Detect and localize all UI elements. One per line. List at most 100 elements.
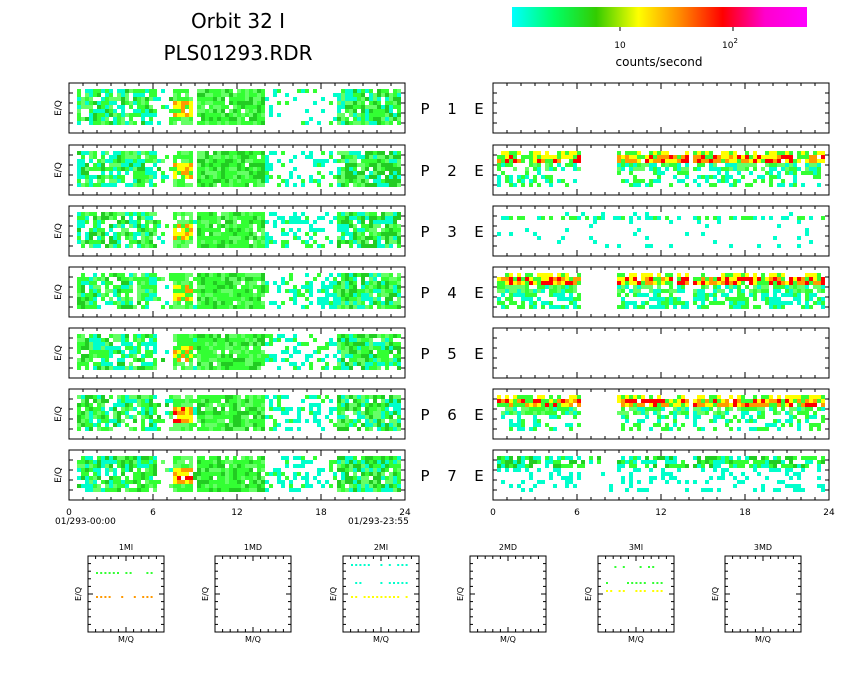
heatmap-cell [717, 179, 721, 183]
heatmap-cell [361, 399, 365, 403]
heatmap-cell [285, 358, 289, 362]
heatmap-cell [349, 220, 353, 224]
heatmap-cell [185, 346, 189, 350]
heatmap-cell [233, 399, 237, 403]
heatmap-cell [673, 297, 677, 301]
heatmap-cell [185, 155, 189, 159]
heatmap-cell [397, 101, 401, 105]
heatmap-cell [641, 273, 645, 277]
heatmap-cell [625, 399, 629, 403]
heatmap-cell [729, 155, 733, 159]
heatmap-cell [113, 301, 117, 305]
heatmap-cell [333, 117, 337, 121]
heatmap-cell [561, 179, 565, 183]
heatmap-cell [113, 175, 117, 179]
heatmap-cell [185, 297, 189, 301]
heatmap-cell [369, 244, 373, 248]
heatmap-cell [345, 159, 349, 163]
heatmap-cell [217, 232, 221, 236]
heatmap-cell [237, 113, 241, 117]
heatmap-cell [753, 297, 757, 301]
heatmap-cell [141, 277, 145, 281]
heatmap-cell [173, 411, 177, 415]
heatmap-cell [797, 244, 801, 248]
heatmap-cell [645, 411, 649, 415]
heatmap-cell [85, 399, 89, 403]
heatmap-cell [733, 305, 737, 309]
heatmap-cell [369, 281, 373, 285]
heatmap-cell [129, 403, 133, 407]
heatmap-cell [649, 167, 653, 171]
heatmap-cell [229, 244, 233, 248]
heatmap-cell [141, 183, 145, 187]
heatmap-cell [137, 151, 141, 155]
heatmap-cell [741, 293, 745, 297]
heatmap-cell [241, 163, 245, 167]
heatmap-cell [289, 273, 293, 277]
heatmap-cell [805, 273, 809, 277]
heatmap-cell [565, 281, 569, 285]
heatmap-cell [181, 244, 185, 248]
heatmap-cell [725, 159, 729, 163]
heatmap-cell [281, 358, 285, 362]
heatmap-cell [201, 113, 205, 117]
heatmap-cell [645, 273, 649, 277]
heatmap-cell [517, 411, 521, 415]
heatmap-cell [241, 179, 245, 183]
heatmap-cell [237, 163, 241, 167]
heatmap-cell [77, 151, 81, 155]
heatmap-cell [81, 419, 85, 423]
heatmap-cell [509, 281, 513, 285]
heatmap-cell [237, 354, 241, 358]
heatmap-cell [357, 183, 361, 187]
heatmap-cell [85, 342, 89, 346]
heatmap-cell [177, 93, 181, 97]
heatmap-cell [253, 171, 257, 175]
heatmap-cell [393, 220, 397, 224]
heatmap-cell [605, 244, 609, 248]
heatmap-cell [253, 423, 257, 427]
heatmap-cell [633, 399, 637, 403]
heatmap-cell [349, 97, 353, 101]
heatmap-cell [313, 403, 317, 407]
heatmap-cell [217, 334, 221, 338]
heatmap-cell [189, 101, 193, 105]
heatmap-cell [381, 354, 385, 358]
heatmap-cell [133, 338, 137, 342]
heatmap-cell [341, 101, 345, 105]
heatmap-cell [241, 419, 245, 423]
heatmap-cell [293, 419, 297, 423]
heatmap-cell [181, 342, 185, 346]
heatmap-cell [121, 167, 125, 171]
heatmap-cell [89, 179, 93, 183]
heatmap-cell [101, 362, 105, 366]
heatmap-cell [753, 305, 757, 309]
heatmap-cell [349, 121, 353, 125]
heatmap-cell [313, 415, 317, 419]
heatmap-cell [205, 179, 209, 183]
heatmap-cell [217, 89, 221, 93]
heatmap-cell [773, 277, 777, 281]
ylabel-eq: E/Q [54, 223, 64, 239]
heatmap-cell [617, 216, 621, 220]
heatmap-cell [513, 403, 517, 407]
heatmap-cell [125, 277, 129, 281]
heatmap-cell [261, 121, 265, 125]
heatmap-cell [277, 113, 281, 117]
heatmap-cell [533, 411, 537, 415]
heatmap-cell [365, 366, 369, 370]
heatmap-cell [285, 179, 289, 183]
heatmap-cell [385, 167, 389, 171]
heatmap-cell [349, 366, 353, 370]
heatmap-cell [205, 289, 209, 293]
heatmap-cell [85, 338, 89, 342]
heatmap-cell [85, 277, 89, 281]
heatmap-cell [201, 277, 205, 281]
heatmap-cell [241, 297, 245, 301]
heatmap-cell [501, 159, 505, 163]
heatmap-cell [393, 277, 397, 281]
heatmap-cell [397, 281, 401, 285]
heatmap-cell [617, 167, 621, 171]
heatmap-cell [189, 301, 193, 305]
heatmap-cell [337, 273, 341, 277]
